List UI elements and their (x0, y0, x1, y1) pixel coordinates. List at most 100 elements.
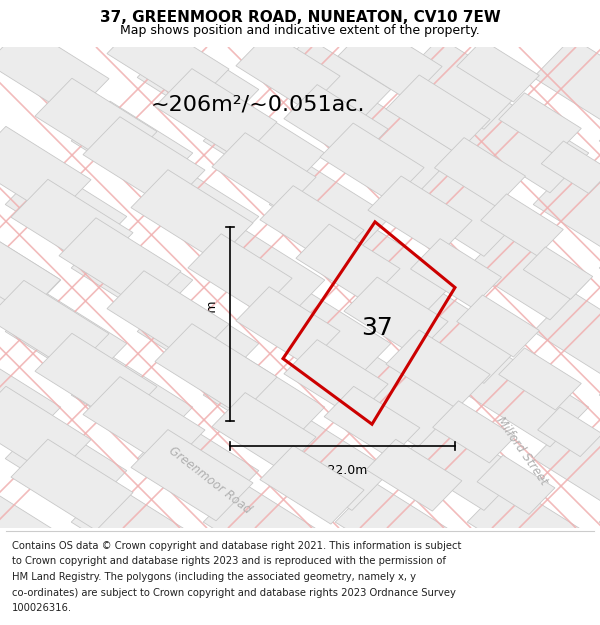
Polygon shape (467, 228, 589, 320)
Polygon shape (83, 117, 205, 208)
Polygon shape (0, 281, 109, 372)
Polygon shape (71, 228, 193, 320)
Polygon shape (401, 38, 523, 129)
Text: 37: 37 (361, 316, 393, 340)
Polygon shape (499, 93, 581, 155)
Polygon shape (296, 224, 400, 302)
Polygon shape (599, 228, 600, 320)
Text: co-ordinates) are subject to Crown copyright and database rights 2023 Ordnance S: co-ordinates) are subject to Crown copyr… (12, 588, 456, 598)
Polygon shape (71, 482, 193, 574)
Polygon shape (481, 194, 563, 256)
Polygon shape (386, 330, 490, 409)
Polygon shape (284, 84, 388, 163)
Polygon shape (338, 22, 442, 101)
Polygon shape (203, 228, 325, 320)
Polygon shape (467, 482, 589, 574)
Text: Contains OS data © Crown copyright and database right 2021. This information is : Contains OS data © Crown copyright and d… (12, 541, 461, 551)
Polygon shape (0, 482, 61, 574)
Text: to Crown copyright and database rights 2023 and is reproduced with the permissio: to Crown copyright and database rights 2… (12, 556, 446, 566)
Polygon shape (236, 32, 340, 110)
Polygon shape (434, 138, 526, 206)
Polygon shape (71, 355, 193, 447)
Polygon shape (477, 455, 555, 514)
Polygon shape (0, 355, 61, 447)
Text: ~206m²/~0.051ac.: ~206m²/~0.051ac. (151, 94, 365, 114)
Polygon shape (410, 239, 502, 308)
Polygon shape (137, 419, 259, 511)
Polygon shape (260, 186, 364, 264)
Polygon shape (0, 25, 109, 117)
Polygon shape (533, 38, 600, 129)
Polygon shape (107, 16, 229, 107)
Polygon shape (269, 419, 391, 511)
Text: HM Land Registry. The polygons (including the associated geometry, namely x, y: HM Land Registry. The polygons (includin… (12, 572, 416, 582)
Polygon shape (236, 287, 340, 365)
Polygon shape (533, 164, 600, 256)
Polygon shape (71, 101, 193, 192)
Text: Milford Street: Milford Street (494, 414, 550, 488)
Polygon shape (467, 101, 589, 192)
Polygon shape (433, 401, 515, 463)
Text: ~22.0m: ~22.0m (317, 464, 368, 478)
Polygon shape (467, 355, 589, 447)
Text: Greenmoor Road: Greenmoor Road (166, 444, 254, 516)
Polygon shape (335, 482, 457, 574)
Polygon shape (0, 228, 61, 320)
Polygon shape (538, 407, 600, 457)
Polygon shape (269, 38, 391, 129)
Polygon shape (541, 141, 600, 193)
Polygon shape (260, 446, 364, 524)
Polygon shape (203, 355, 325, 447)
Polygon shape (212, 132, 316, 211)
Polygon shape (137, 38, 259, 129)
Polygon shape (155, 324, 277, 415)
Text: 37, GREENMOOR ROAD, NUNEATON, CV10 7EW: 37, GREENMOOR ROAD, NUNEATON, CV10 7EW (100, 10, 500, 25)
Polygon shape (0, 126, 91, 218)
Polygon shape (599, 101, 600, 192)
Polygon shape (499, 348, 581, 410)
Polygon shape (107, 271, 229, 362)
Polygon shape (457, 295, 539, 357)
Polygon shape (137, 164, 259, 256)
Polygon shape (203, 101, 325, 192)
Text: 100026316.: 100026316. (12, 604, 72, 614)
Polygon shape (401, 164, 523, 256)
Polygon shape (401, 419, 523, 511)
Polygon shape (131, 429, 253, 521)
Polygon shape (131, 169, 253, 261)
Polygon shape (335, 101, 457, 192)
Text: Map shows position and indicative extent of the property.: Map shows position and indicative extent… (120, 24, 480, 36)
Polygon shape (366, 439, 462, 511)
Polygon shape (457, 40, 539, 102)
Polygon shape (533, 419, 600, 511)
Polygon shape (83, 377, 205, 468)
Polygon shape (11, 439, 133, 531)
Polygon shape (523, 247, 593, 299)
Polygon shape (335, 355, 457, 447)
Text: ~25.7m: ~25.7m (205, 299, 218, 349)
Polygon shape (533, 292, 600, 383)
Polygon shape (35, 333, 157, 424)
Polygon shape (212, 392, 316, 471)
Polygon shape (0, 386, 91, 478)
Polygon shape (137, 292, 259, 383)
Polygon shape (386, 75, 490, 154)
Polygon shape (320, 123, 424, 202)
Polygon shape (0, 232, 61, 314)
Polygon shape (324, 386, 420, 458)
Polygon shape (344, 277, 448, 356)
Polygon shape (5, 292, 127, 383)
Polygon shape (269, 164, 391, 256)
Polygon shape (269, 292, 391, 383)
Polygon shape (599, 355, 600, 447)
Polygon shape (5, 164, 127, 256)
Polygon shape (35, 78, 157, 169)
Polygon shape (188, 234, 292, 312)
Polygon shape (401, 292, 523, 383)
Polygon shape (59, 217, 181, 309)
Polygon shape (5, 419, 127, 511)
Polygon shape (284, 339, 388, 418)
Polygon shape (599, 482, 600, 574)
Polygon shape (203, 482, 325, 574)
Polygon shape (11, 179, 133, 271)
